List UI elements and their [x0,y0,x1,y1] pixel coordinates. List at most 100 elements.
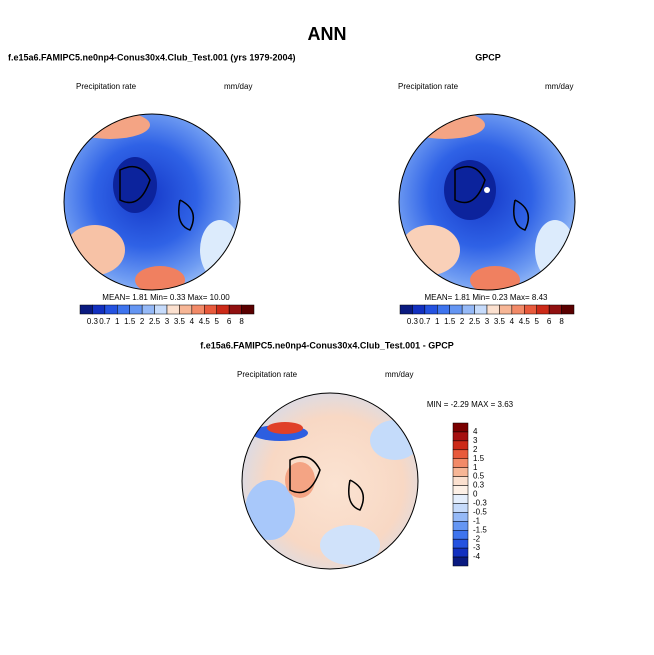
colorbar-label: 1.5 [473,454,485,463]
colorbar-box [191,304,205,315]
colorbar-box [412,304,426,315]
colorbar-box [228,304,242,315]
colorbar-label: -3 [473,543,481,552]
colorbar-label: 0.5 [473,472,485,481]
colorbar-label: 3 [165,317,170,326]
label: Precipitation rate [76,82,137,91]
colorbar-box [474,304,488,315]
colorbar-label: 1 [473,463,478,472]
panel-title: GPCP [475,52,501,62]
colorbar-label: 0.7 [99,317,111,326]
colorbar-box [452,521,469,531]
colorbar-label: 0 [473,490,478,499]
colorbar-box [216,304,230,315]
colorbar-box [452,538,469,549]
colorbar-label: 3 [473,436,478,445]
colorbar-label: 1.5 [444,317,456,326]
colorbar-box [449,304,463,315]
colorbar-box [452,530,469,540]
colorbar-box [452,467,469,477]
colorbar-box [141,304,155,315]
colorbar-box [452,449,469,459]
colorbar-box [536,304,550,315]
colorbar-label: 4 [510,317,515,326]
colorbar-label: 2 [140,317,145,326]
colorbar-label: -0.5 [473,507,487,516]
colorbar-box [452,503,469,513]
colorbar-box [424,304,438,315]
colorbar-box [117,304,130,315]
colorbar-label: 2 [473,445,478,454]
map-border [241,392,419,570]
colorbar-label: 3.5 [174,317,186,326]
colorbar-box [499,304,513,315]
colorbar-box [241,304,255,315]
colorbar-label: 3 [485,317,490,326]
colorbar-box [79,304,93,315]
colorbar-label: -4 [473,552,481,561]
colorbar-label: 0.7 [419,317,431,326]
colorbar-label: 0.3 [407,317,419,326]
colorbar-box [452,440,469,451]
colorbar-label: -0.3 [473,499,487,508]
colorbar-box [561,304,575,315]
colorbar-label: 6 [227,317,232,326]
colorbar-box [452,494,469,504]
colorbar-label: 0.3 [473,481,485,490]
colorbar-label: 1 [435,317,440,326]
colorbar-label: 5 [534,317,539,326]
label: Precipitation rate [398,82,459,91]
title: ANN [308,24,347,44]
colorbar-label: 4.5 [519,317,531,326]
colorbar-label: 2.5 [149,317,161,326]
map [399,114,575,290]
colorbar-box [154,304,168,315]
colorbar-box [486,304,500,315]
colorbar-label: 4 [190,317,195,326]
colorbar-label: 4 [473,427,478,436]
colorbar-label: 2 [460,317,465,326]
colorbar-box [437,304,450,315]
colorbar-label: 8 [559,317,564,326]
panel-title: f.e15a6.FAMIPC5.ne0np4-Conus30x4.Club_Te… [200,340,453,350]
colorbar-box [511,304,525,315]
colorbar-box [452,431,469,442]
units: mm/day [545,82,573,91]
label: Precipitation rate [237,370,298,379]
colorbar-label: 1 [115,317,120,326]
colorbar-label: 0.3 [87,317,99,326]
units: mm/day [224,82,252,91]
colorbar-box [92,304,106,315]
colorbar-box [204,304,217,315]
map-border [63,113,241,291]
colorbar-box [399,304,413,315]
stats: MEAN= 1.81 Min= 0.33 Max= 10.00 [102,293,230,302]
map [242,393,418,569]
colorbar-box [452,485,469,495]
colorbar-box [452,547,469,558]
map-border [398,113,576,291]
panel-title: f.e15a6.FAMIPC5.ne0np4-Conus30x4.Club_Te… [8,52,295,62]
units: mm/day [385,370,413,379]
colorbar-box [452,512,469,522]
colorbar-box [452,476,469,486]
colorbar-box [548,304,562,315]
colorbar-box [129,304,143,315]
colorbar-box [461,304,475,315]
colorbar-label: 1.5 [124,317,136,326]
colorbar-box [179,304,193,315]
colorbar-label: -1.5 [473,525,487,534]
colorbar-box [452,556,469,567]
map [64,114,240,290]
stats: MEAN= 1.81 Min= 0.23 Max= 8.43 [425,293,549,302]
stats: MIN = -2.29 MAX = 3.63 [427,400,514,409]
colorbar-box [452,458,469,468]
colorbar-label: 3.5 [494,317,506,326]
colorbar-label: 8 [239,317,244,326]
colorbar-label: 4.5 [199,317,211,326]
colorbar-label: 6 [547,317,552,326]
colorbar-label: 2.5 [469,317,481,326]
colorbar-box [524,304,537,315]
colorbar-box [452,422,469,433]
